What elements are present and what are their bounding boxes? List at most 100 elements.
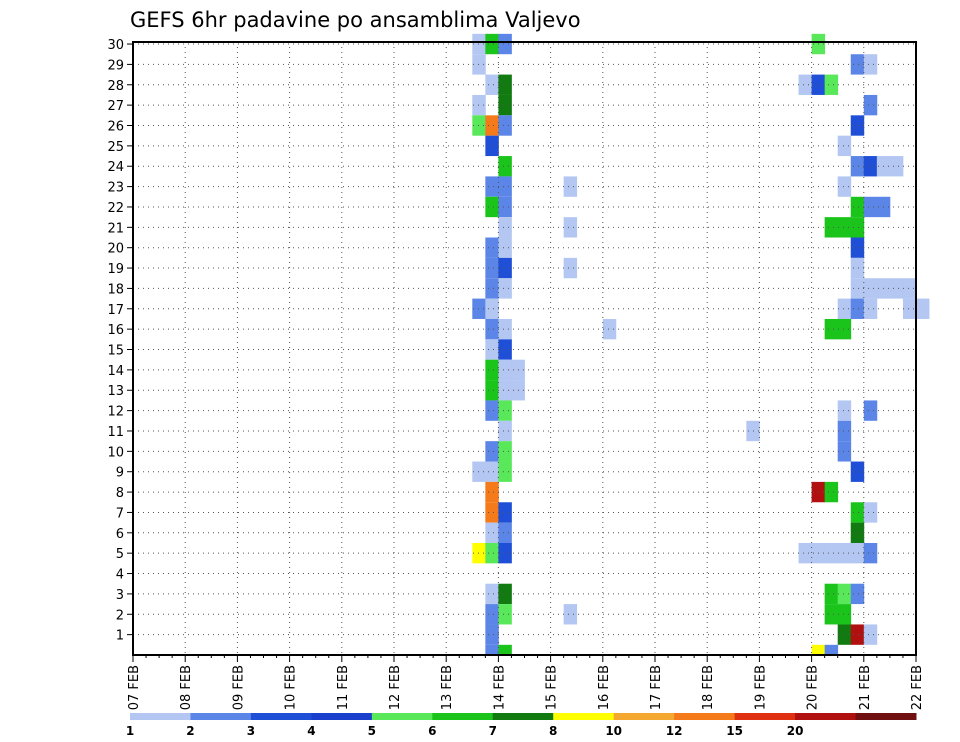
legend-swatch [311,713,373,720]
legend-swatch [371,713,433,720]
legend-label: 1 [126,724,134,738]
legend-swatch [190,713,252,720]
heatmap-cell [498,339,512,360]
x-tick-label: 17 FEB [649,665,664,710]
heatmap-cell [916,298,930,319]
legend-label: 10 [605,724,622,738]
heatmap-cell [498,644,512,655]
y-tick-label: 16 [107,323,124,338]
y-tick-label: 17 [107,303,124,318]
heatmap-cell [850,542,865,564]
heatmap-cell [498,156,512,177]
heatmap-cell [472,115,486,136]
heatmap-cell [563,604,578,625]
x-tick-label: 15 FEB [545,665,560,710]
heatmap-cell [563,176,578,197]
heatmap-cell [485,339,499,360]
heatmap-cell [837,542,852,564]
x-tick-label: 13 FEB [440,665,455,710]
legend-swatch [674,713,736,720]
y-tick-label: 29 [107,58,124,73]
heatmap-cell [498,420,512,442]
legend-swatch [432,713,494,720]
heatmap-cell [485,542,499,564]
heatmap-cell [498,74,512,95]
x-tick-label: 14 FEB [492,665,507,710]
y-tick-label: 12 [107,405,124,420]
heatmap-cell [850,156,865,177]
heatmap-cell [863,502,878,523]
heatmap-cell [824,542,839,564]
heatmap-cell [563,257,578,279]
y-tick-label: 22 [107,201,124,216]
heatmap-cell [850,502,865,523]
heatmap-cell [472,33,486,55]
x-tick-label: 22 FEB [910,665,925,710]
heatmap-cell [498,400,512,421]
heatmap-cell [485,583,499,605]
heatmap-cell [498,542,512,564]
heatmap-cell [485,522,499,543]
heatmap-cell [485,604,499,625]
heatmap-cell [498,94,512,116]
heatmap-cell [485,196,499,218]
grid-lines [133,42,916,655]
legend-swatch [130,713,191,720]
heatmap-cell [889,278,904,299]
legend-swatch [795,713,857,720]
y-tick-label: 3 [116,588,124,603]
legend-swatch [492,713,554,720]
heatmap-cell [498,522,512,543]
heatmap-cell [824,318,839,340]
heatmap-cell [485,400,499,421]
heatmap-cell [498,461,512,482]
heatmap-cell [837,441,852,462]
heatmap-cell [902,278,917,299]
y-tick-label: 26 [107,119,124,134]
heatmap-cell [863,54,878,75]
y-tick-label: 28 [107,79,124,94]
heatmap-cell [563,217,578,238]
x-tick-label: 07 FEB [127,665,142,710]
y-tick-label: 23 [107,181,124,196]
heatmap-cell [485,298,499,319]
x-tick-label: 19 FEB [753,665,768,710]
heatmap-cell [863,298,878,319]
heatmap-cell [498,176,512,197]
heatmap-cell [863,542,878,564]
y-tick-label: 21 [107,221,124,236]
heatmap-cell [850,624,865,645]
heatmap-cell [837,318,852,340]
legend-label: 3 [247,724,255,738]
x-tick-label: 10 FEB [284,665,299,710]
y-tick-label: 8 [116,486,124,501]
heatmap-cell [837,298,852,319]
chart-title: GEFS 6hr padavine po ansamblima Valjevo [130,8,581,32]
heatmap-cell [498,278,512,299]
heatmap-cell [485,33,499,55]
legend-label: 12 [666,724,683,738]
x-tick-label: 16 FEB [597,665,612,710]
heatmap-cell [485,502,499,523]
heatmap-cell [602,318,617,340]
heatmap-cell [824,74,839,95]
heatmap-cell [498,502,512,523]
legend-label: 4 [307,724,315,738]
y-tick-label: 19 [107,262,124,277]
heatmap-cell [498,604,512,625]
heatmap-cell [837,583,852,605]
y-tick-label: 7 [116,506,124,521]
heatmap-cell [837,176,852,197]
heatmap-cell [485,461,499,482]
heatmap-cell [850,461,865,482]
heatmap-cell [472,298,486,319]
heatmap-cell [863,156,878,177]
x-tick-label: 21 FEB [858,665,873,710]
heatmap-cell [837,135,852,157]
color-legend: 1 2 3 4 5 6 7 8 10 12 15 20 [126,713,917,738]
legend-label: 15 [726,724,743,738]
y-tick-label: 10 [107,445,124,460]
x-tick-label: 12 FEB [388,665,403,710]
legend-label: 7 [489,724,497,738]
